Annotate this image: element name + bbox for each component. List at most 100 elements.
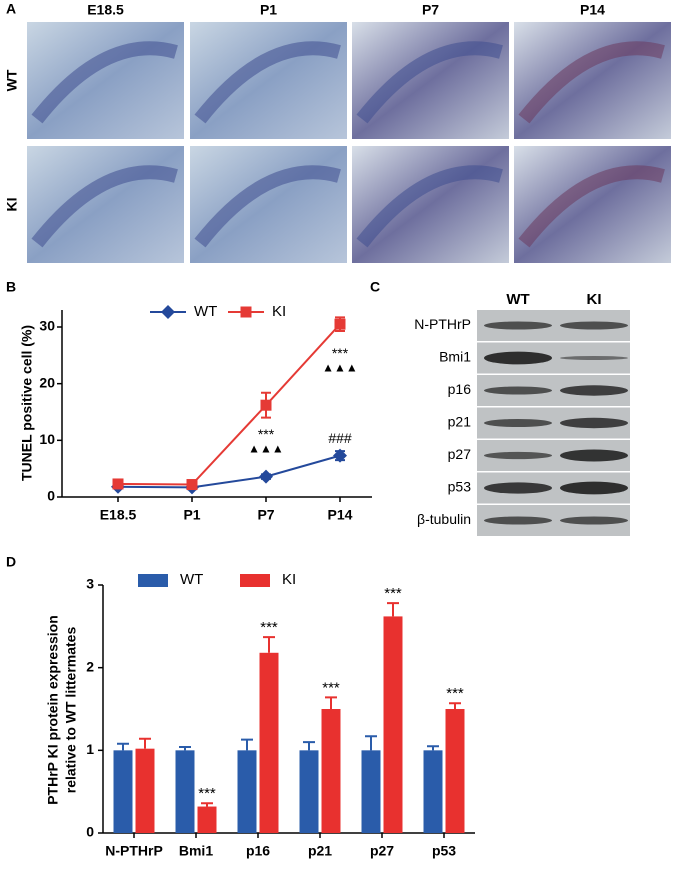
micrograph: [190, 146, 347, 263]
bar: [423, 750, 443, 833]
micrograph: [514, 22, 671, 139]
tissue-band: [518, 41, 665, 124]
significance-label: ***: [198, 785, 216, 802]
significance-label: ###: [328, 430, 352, 446]
y-tick-label: 3: [86, 576, 94, 592]
point: [240, 306, 252, 318]
micrograph: [352, 22, 509, 139]
point: [333, 448, 347, 463]
blot-band: [560, 481, 628, 495]
legend-swatch: [240, 574, 270, 587]
blot-row-label: p53: [448, 479, 472, 495]
error-bar: [179, 746, 191, 751]
x-tick-label: N-PTHrP: [105, 843, 163, 859]
blot-column-label: KI: [587, 291, 602, 308]
tissue-band: [194, 41, 341, 124]
bar: [113, 750, 133, 833]
significance-label: ***: [258, 426, 275, 442]
row-label: KI: [4, 198, 20, 212]
tissue-band: [518, 165, 665, 248]
blot-band: [560, 356, 628, 360]
bar: [445, 709, 465, 833]
significance-label: ***: [384, 585, 402, 602]
point: [186, 479, 198, 491]
legend-swatch: [138, 574, 168, 587]
column-label: P7: [422, 2, 439, 18]
y-axis-title: PTHrP KI protein expression: [45, 615, 61, 805]
x-tick-label: E18.5: [100, 507, 137, 523]
y-axis-title: relative to WT littermates: [63, 627, 79, 794]
y-tick-label: 0: [47, 488, 55, 504]
significance-label: ***: [260, 619, 278, 636]
x-tick-label: P14: [328, 507, 353, 523]
micrograph: [514, 146, 671, 263]
blot-band: [484, 351, 552, 365]
legend-label: KI: [272, 303, 286, 320]
blot-band: [484, 419, 552, 427]
micrograph: [190, 22, 347, 139]
bar: [383, 616, 403, 833]
x-tick-label: p21: [308, 843, 332, 859]
column-label: P14: [580, 2, 605, 18]
error-bar: [387, 602, 399, 617]
blot-row-label: p27: [448, 446, 472, 462]
bar: [321, 709, 341, 833]
significance-label: ▲▲▲: [248, 441, 284, 455]
x-tick-label: p53: [432, 843, 456, 859]
bar: [175, 750, 195, 833]
y-tick-label: 30: [39, 318, 55, 334]
y-tick-label: 20: [39, 374, 55, 390]
x-tick-label: P1: [183, 507, 200, 523]
x-tick-label: p16: [246, 843, 270, 859]
error-bar: [427, 745, 439, 751]
series-line: [117, 323, 341, 486]
column-label: E18.5: [87, 2, 124, 18]
blot-row-label: β-tubulin: [417, 511, 471, 527]
y-tick-label: 0: [86, 824, 94, 840]
micrograph: [27, 146, 184, 263]
panel-label: C: [370, 279, 380, 295]
micrograph: [27, 22, 184, 139]
bar: [361, 750, 381, 833]
series-line: [117, 454, 341, 489]
tissue-band: [356, 165, 503, 248]
blot-band: [484, 386, 552, 395]
x-tick-label: Bmi1: [179, 843, 213, 859]
legend-label: WT: [180, 571, 203, 588]
tissue-band: [194, 165, 341, 248]
bar: [299, 750, 319, 833]
column-label: P1: [260, 2, 277, 18]
legend-label: KI: [282, 571, 296, 588]
blot-band: [560, 449, 628, 462]
bar: [135, 748, 155, 833]
error-bar: [263, 636, 275, 653]
blot-row-label: p16: [448, 381, 472, 397]
significance-label: ▲▲▲: [322, 360, 358, 374]
point: [259, 469, 273, 484]
blot-band: [484, 321, 552, 330]
blot-row-label: N-PTHrP: [414, 316, 471, 332]
blot-column-label: WT: [506, 291, 529, 308]
y-axis-title: TUNEL positive cell (%): [19, 325, 35, 481]
error-bar: [449, 702, 461, 709]
panel-label: A: [6, 1, 16, 17]
error-bar: [325, 696, 337, 709]
micrograph: [352, 146, 509, 263]
tissue-band: [356, 41, 503, 124]
panel-label: D: [6, 554, 16, 570]
blot-band: [560, 417, 628, 429]
row-label: WT: [4, 69, 20, 91]
error-bar: [303, 741, 315, 751]
x-tick-label: p27: [370, 843, 394, 859]
point: [112, 478, 124, 490]
blot-band: [484, 516, 552, 525]
panel-label: B: [6, 279, 16, 295]
point: [334, 318, 346, 330]
significance-label: ***: [446, 685, 464, 702]
blot-band: [560, 385, 628, 396]
y-tick-label: 2: [86, 658, 94, 674]
blot-band: [484, 451, 552, 460]
y-tick-label: 10: [39, 431, 55, 447]
point: [260, 399, 272, 411]
